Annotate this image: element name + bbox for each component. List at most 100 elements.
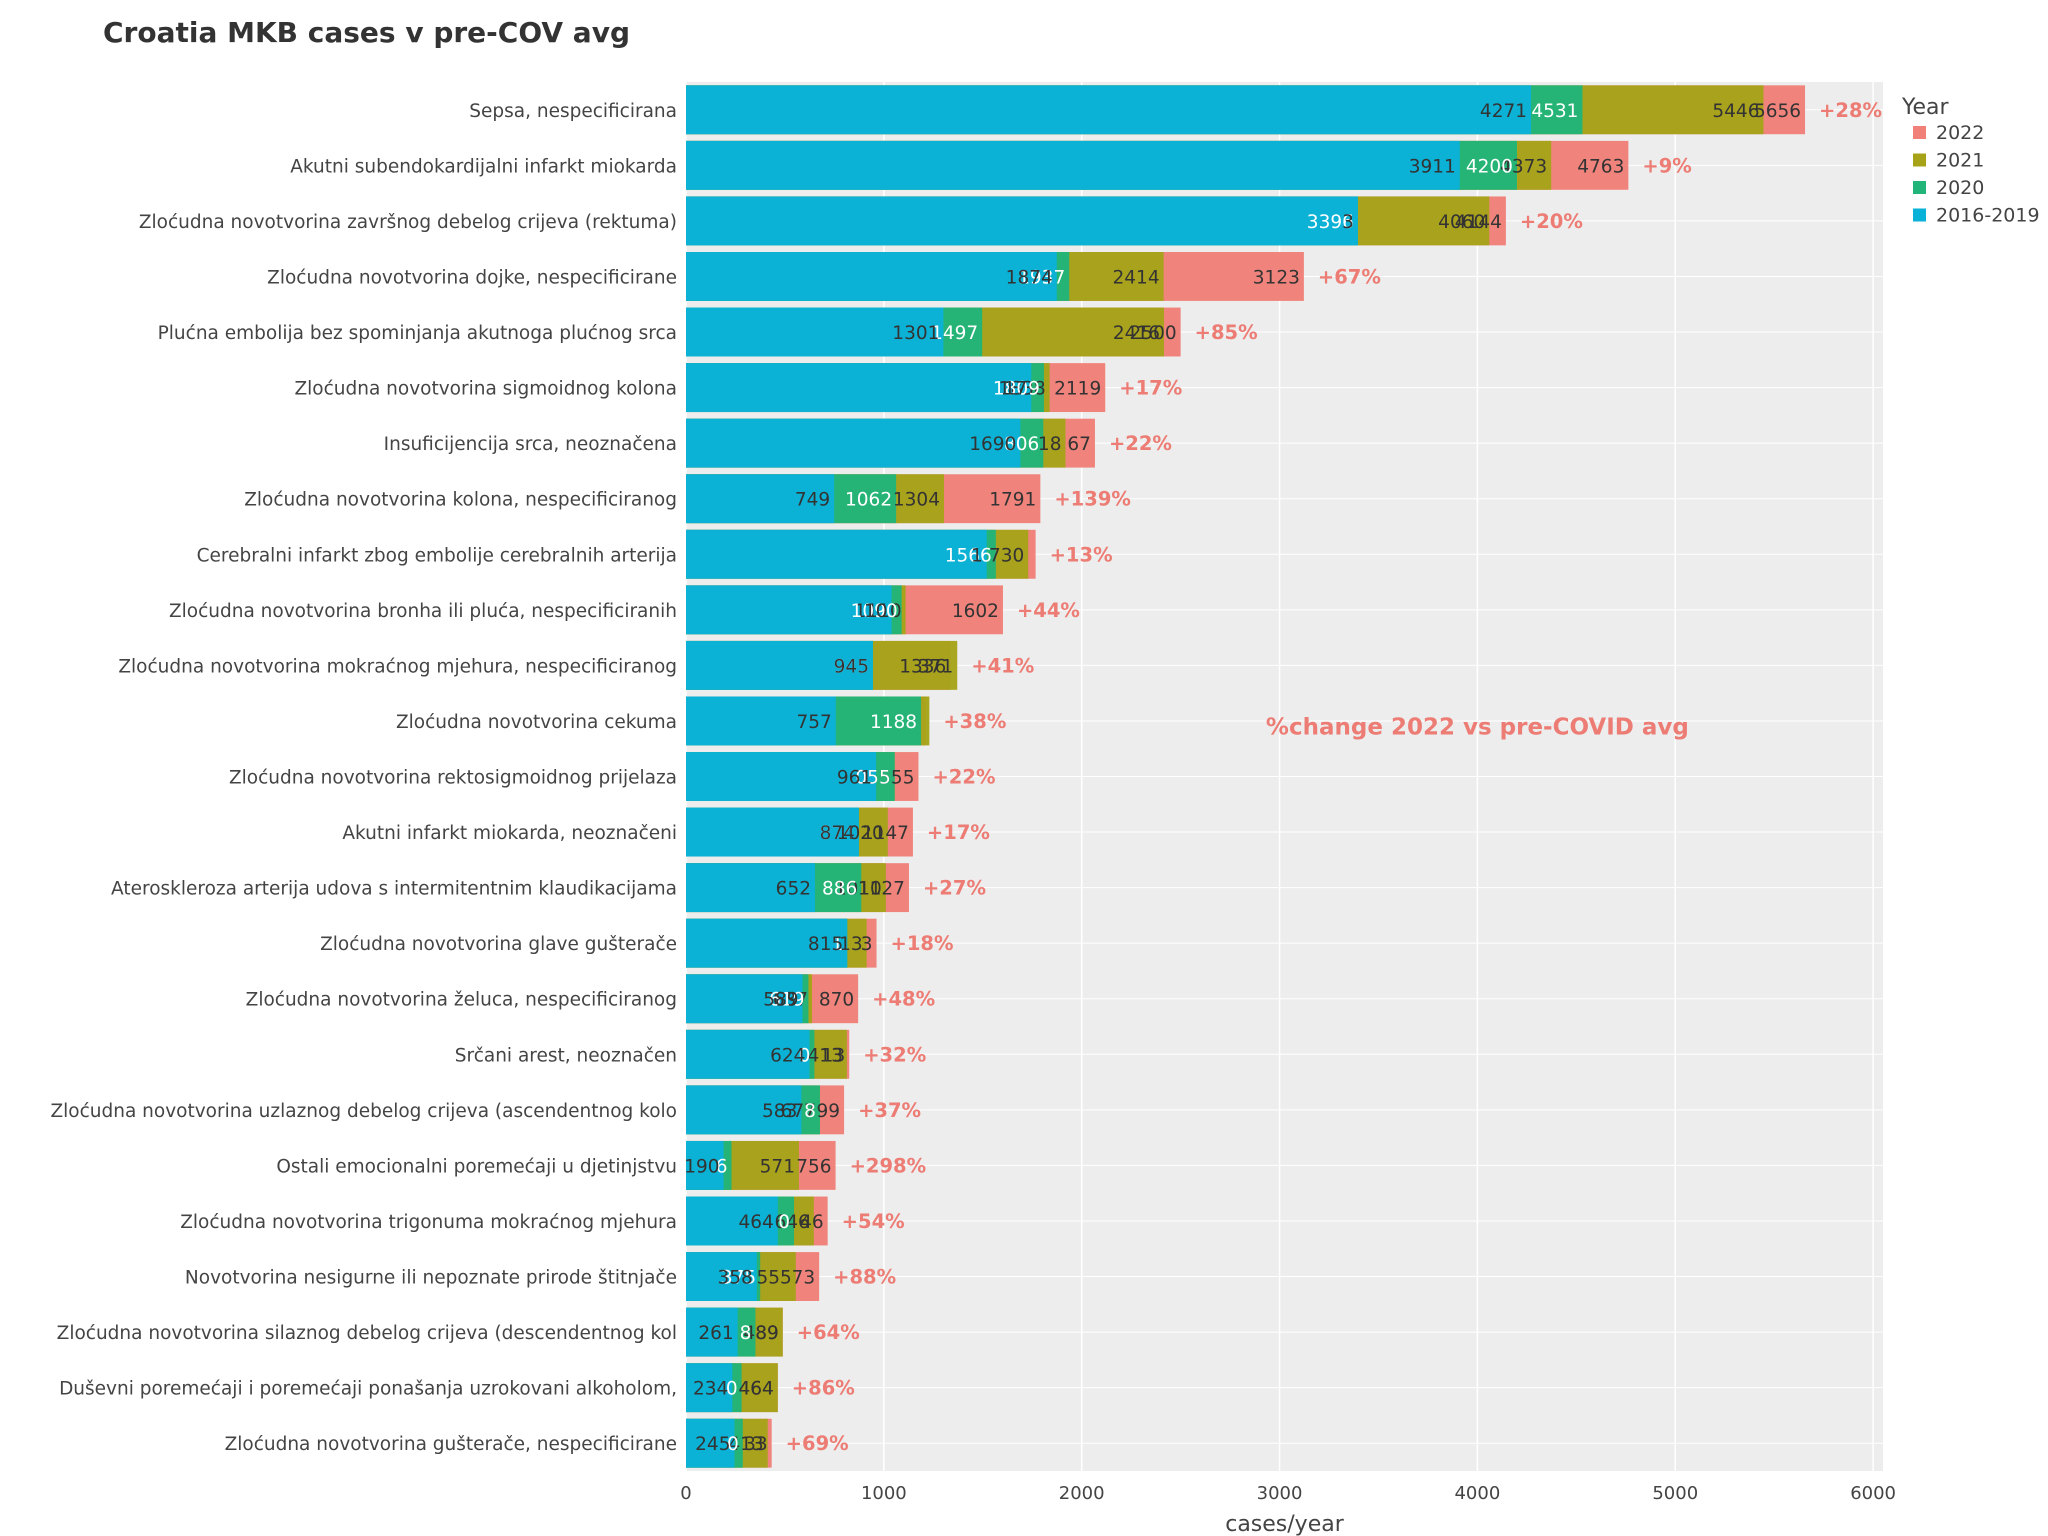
- bar-2016-2019-19[interactable]: [686, 1140, 724, 1190]
- bar-value-label: 18: [1038, 434, 1062, 455]
- bar-value-label: 1127: [858, 879, 905, 900]
- bar-value-label: 6: [716, 1156, 728, 1177]
- legend-swatch-2016-2019[interactable]: [1913, 208, 1926, 222]
- bar-2016-2019-6[interactable]: [686, 418, 1021, 468]
- category-label: Zloćudna novotvorina kolona, nespecifici…: [244, 490, 677, 511]
- bar-value-label: 1188: [870, 712, 917, 733]
- bar-2016-2019-1[interactable]: [686, 140, 1460, 190]
- category-label: Zloćudna novotvorina mokraćnog mjehura, …: [118, 656, 677, 677]
- bar-value-label: 870: [819, 990, 854, 1011]
- pct-change-label: +67%: [1318, 265, 1381, 288]
- bar-value-label: 4060: [1438, 212, 1485, 233]
- bar-2016-2019-13[interactable]: [686, 807, 859, 857]
- bar-value-label: 13: [822, 1045, 846, 1066]
- bar-2016-2019-18[interactable]: [686, 1085, 802, 1135]
- bar-2016-2019-20[interactable]: [686, 1196, 778, 1246]
- legend-label-2020[interactable]: 2020: [1936, 177, 1984, 199]
- pct-change-label: +41%: [971, 654, 1034, 677]
- legend-swatch-2021[interactable]: [1913, 153, 1926, 167]
- bar-2016-2019-16[interactable]: [686, 974, 803, 1024]
- bar-value-label: 2414: [1113, 267, 1160, 288]
- bar-2016-2019-7[interactable]: [686, 474, 835, 524]
- x-tick-label: 0: [680, 1483, 691, 1504]
- bar-2016-2019-14[interactable]: [686, 863, 815, 913]
- x-tick-label: 2000: [1059, 1483, 1105, 1504]
- category-label: Akutni infarkt miokarda, neoznačeni: [342, 823, 677, 844]
- bar-2016-2019-3[interactable]: [686, 252, 1057, 301]
- bar-value-label: 646: [774, 1212, 809, 1233]
- bar-value-label: 1809: [993, 379, 1040, 400]
- x-tick-label: 3000: [1257, 1483, 1303, 1504]
- bar-2016-2019-10[interactable]: [686, 640, 873, 690]
- bar-value-label: 1301: [892, 323, 939, 344]
- bar-value-label: 571: [760, 1156, 795, 1177]
- bar-2016-2019-15[interactable]: [686, 918, 848, 968]
- pct-change-label: +13%: [1050, 543, 1113, 566]
- bar-value-label: 99: [817, 1101, 841, 1122]
- bar-2016-2019-11[interactable]: [686, 696, 836, 746]
- bar-2016-2019-4[interactable]: [686, 307, 944, 357]
- bar-2016-2019-0[interactable]: [686, 85, 1532, 135]
- bar-value-label: 1566: [945, 545, 992, 566]
- bar-value-label: 5656: [1754, 101, 1801, 122]
- pct-change-label: +27%: [923, 877, 986, 900]
- bar-value-label: 624: [770, 1045, 805, 1066]
- pct-change-label: +64%: [797, 1321, 860, 1344]
- bar-2016-2019-24[interactable]: [686, 1418, 735, 1468]
- bar-2016-2019-2[interactable]: [686, 196, 1358, 246]
- bar-value-label: 371: [918, 656, 953, 677]
- pct-change-label: +17%: [927, 821, 990, 844]
- category-label: Zloćudna novotvorina završnog debelog cr…: [139, 212, 677, 233]
- bar-value-label: 1874: [1006, 267, 1053, 288]
- category-label: Zloćudna novotvorina dojke, nespecificir…: [267, 267, 677, 288]
- legend-title: Year: [1901, 95, 1950, 120]
- bar-value-label: 1062: [845, 490, 892, 511]
- legend-label-2021[interactable]: 2021: [1936, 150, 1984, 172]
- bar-2016-2019-5[interactable]: [686, 363, 1032, 413]
- bar-value-label: 4531: [1531, 101, 1578, 122]
- bar-value-label: 55: [891, 768, 915, 789]
- bar-value-label: 1010: [835, 879, 882, 900]
- pct-change-label: +18%: [891, 932, 954, 955]
- bar-2016-2019-22[interactable]: [686, 1307, 738, 1357]
- legend-label-2016-2019[interactable]: 2016-2019: [1936, 205, 2040, 227]
- legend-label-2022[interactable]: 2022: [1936, 122, 1984, 144]
- category-label: Zloćudna novotvorina rektosigmoidnog pri…: [229, 768, 677, 789]
- category-label: Sepsa, nespecificirana: [469, 101, 677, 122]
- pct-change-label: +44%: [1017, 599, 1080, 622]
- legend[interactable]: Year 2022 2021 2020 2016-2019: [1901, 95, 2040, 227]
- bar-value-label: 8: [740, 1323, 752, 1344]
- category-label: Zloćudna novotvorina cekuma: [396, 712, 677, 733]
- pct-change-label: +28%: [1819, 99, 1882, 122]
- category-label: Zloćudna novotvorina trigonuma mokraćnog…: [180, 1212, 677, 1233]
- bar-2016-2019-12[interactable]: [686, 752, 877, 801]
- bar-2016-2019-8[interactable]: [686, 529, 987, 579]
- bar-value-label: 806: [1004, 434, 1039, 455]
- bar-value-label: 589: [763, 990, 798, 1011]
- pct-change-label: +85%: [1195, 321, 1258, 344]
- bar-value-label: 637: [773, 990, 808, 1011]
- bar-value-label: 375: [721, 1268, 756, 1289]
- bar-value-label: 89: [755, 1323, 779, 1344]
- pct-change-annotation: %change 2022 vs pre-COVID avg: [1266, 714, 1689, 740]
- pct-change-label: +38%: [943, 710, 1006, 733]
- pct-change-label: +86%: [792, 1377, 855, 1400]
- bar-value-label: 67: [1067, 434, 1091, 455]
- category-label: Ateroskleroza arterija udova s intermite…: [111, 879, 677, 900]
- bar-2016-2019-9[interactable]: [686, 585, 892, 635]
- bar-value-label: 4271: [1480, 101, 1527, 122]
- legend-swatch-2020[interactable]: [1913, 181, 1926, 194]
- pct-change-label: +69%: [786, 1432, 849, 1455]
- x-axis: 0 1000 2000 3000 4000 5000 6000: [680, 1483, 1896, 1504]
- category-label: Zloćudna novotvorina sigmoidnog kolona: [294, 379, 677, 400]
- bar-2016-2019-17[interactable]: [686, 1029, 810, 1079]
- category-label: Novotvorina nesigurne ili nepoznate prir…: [185, 1268, 677, 1289]
- bar-value-label: 1602: [952, 601, 999, 622]
- bar-2016-2019-21[interactable]: [686, 1252, 757, 1301]
- bar-value-label: 10: [864, 601, 888, 622]
- x-tick-label: 1000: [861, 1483, 907, 1504]
- legend-swatch-2022[interactable]: [1913, 126, 1926, 139]
- bar-value-label: 749: [795, 490, 830, 511]
- bar-2016-2019-23[interactable]: [686, 1363, 733, 1413]
